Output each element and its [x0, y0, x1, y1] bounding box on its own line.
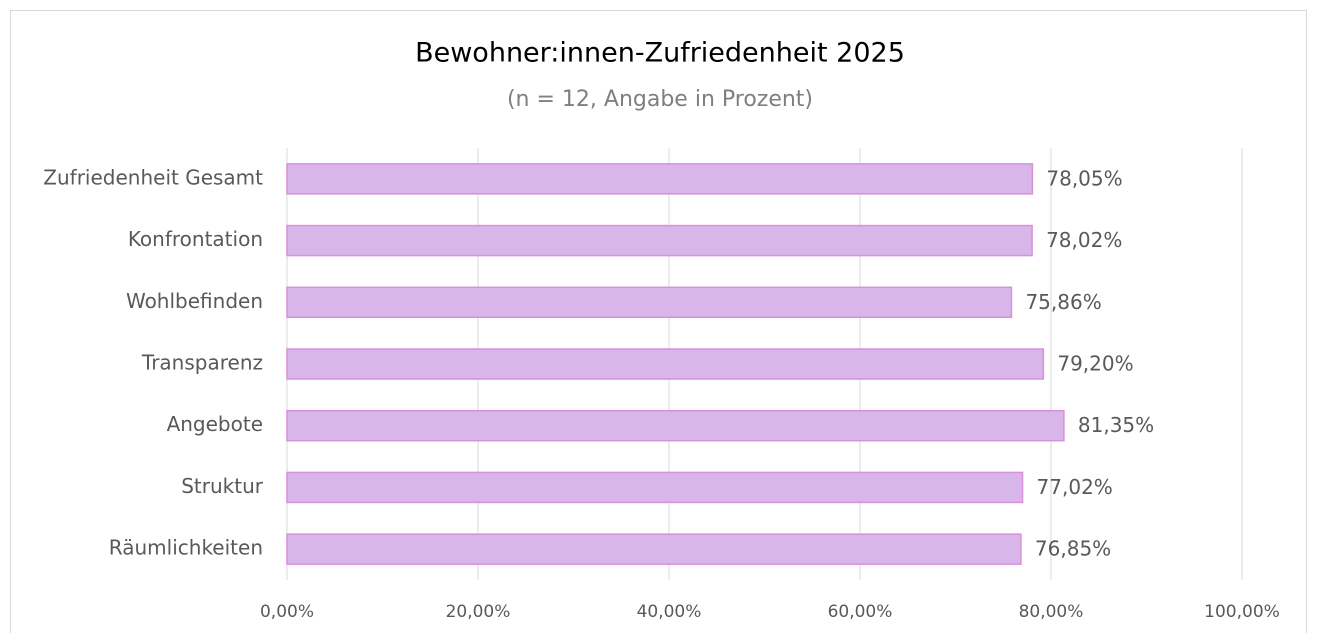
- x-tick-label: 100,00%: [1204, 602, 1280, 622]
- x-tick-label: 80,00%: [1019, 602, 1084, 622]
- x-tick-label: 20,00%: [446, 602, 511, 622]
- data-label: 75,86%: [1025, 290, 1101, 314]
- y-tick-label: Räumlichkeiten: [109, 536, 263, 560]
- y-tick-label: Konfrontation: [128, 227, 263, 251]
- data-label: 77,02%: [1037, 475, 1113, 499]
- x-tick-label: 40,00%: [637, 602, 702, 622]
- data-label: 76,85%: [1035, 537, 1111, 561]
- bar: [286, 409, 1065, 442]
- bar: [286, 224, 1033, 257]
- bar: [286, 533, 1022, 565]
- bar: [286, 286, 1013, 319]
- chart-border: [10, 10, 1307, 633]
- y-tick-label: Wohlbefinden: [126, 289, 263, 313]
- bar: [286, 348, 1045, 380]
- y-tick-label: Transparenz: [141, 351, 263, 375]
- chart-subtitle: (n = 12, Angabe in Prozent): [507, 87, 813, 112]
- x-tick-label: 60,00%: [828, 602, 893, 622]
- x-tick-label: 0,00%: [260, 602, 314, 622]
- y-tick-label: Struktur: [181, 474, 264, 498]
- data-label: 79,20%: [1057, 352, 1133, 376]
- y-tick-label: Angebote: [167, 412, 263, 436]
- bar: [286, 163, 1034, 195]
- data-label: 81,35%: [1078, 413, 1154, 437]
- y-tick-label: Zufriedenheit Gesamt: [43, 165, 263, 189]
- chart-title: Bewohner:innen-Zufriedenheit 2025: [415, 38, 905, 69]
- data-label: 78,05%: [1046, 166, 1122, 190]
- bar: [286, 471, 1024, 504]
- data-label: 78,02%: [1046, 228, 1122, 252]
